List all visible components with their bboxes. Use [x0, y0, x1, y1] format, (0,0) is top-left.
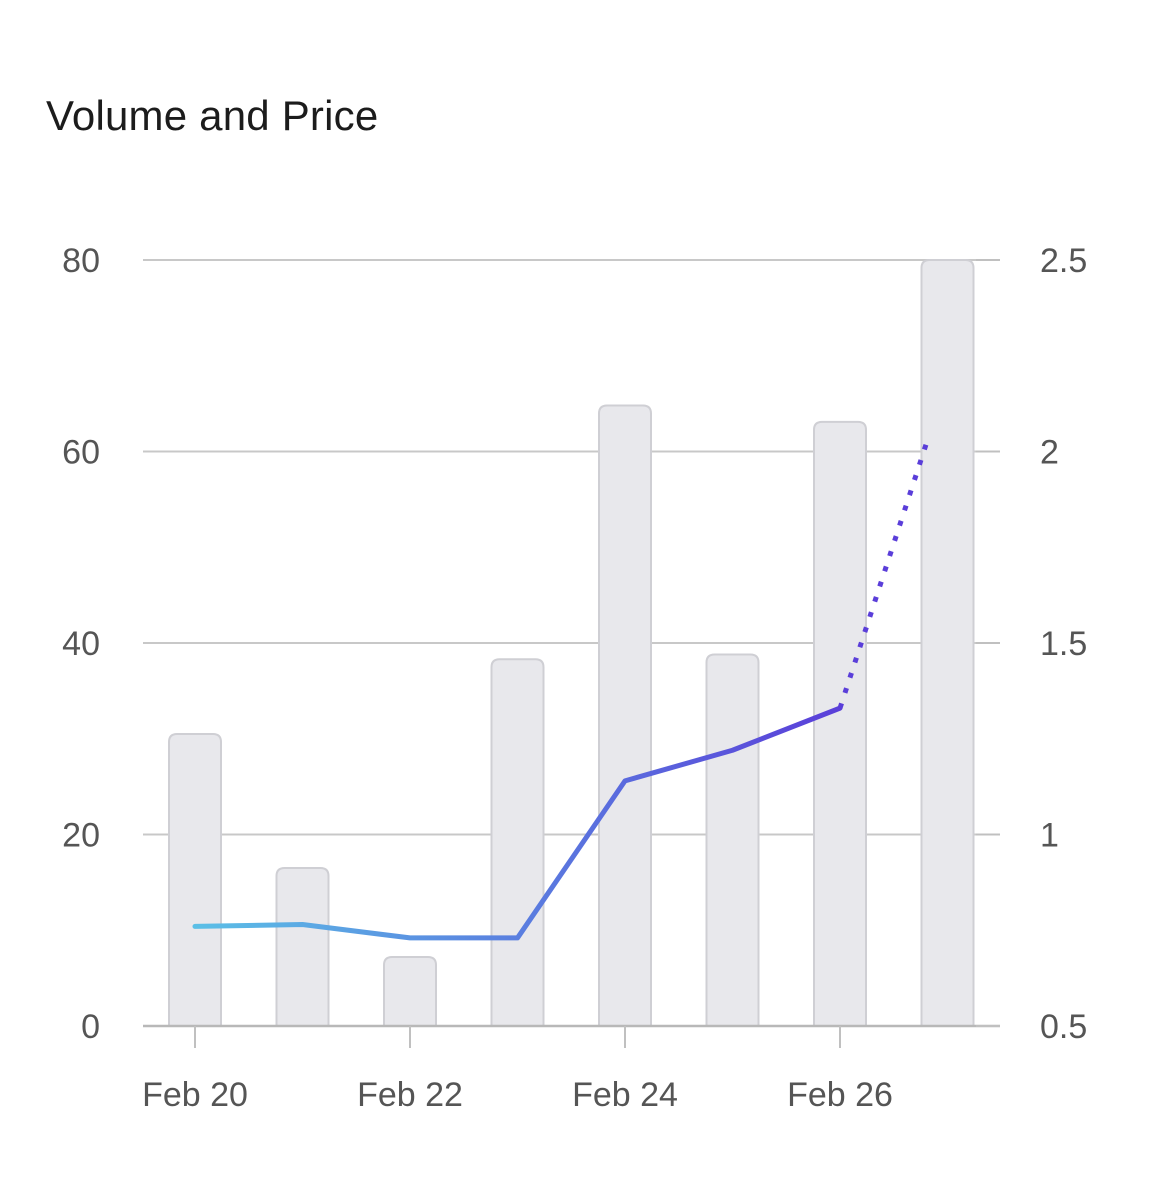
x-tick-label-3: Feb 26: [787, 1076, 893, 1114]
x-axis: [143, 259, 1000, 1048]
chart-title: Volume and Price: [46, 92, 379, 139]
volume-bar-feb-24: [598, 404, 652, 1027]
y-left-tick-label-2: 40: [62, 625, 100, 663]
volume-bar-feb-23: [490, 658, 545, 1027]
volume-bar-feb-21: [275, 867, 330, 1027]
y-left-tick-label-0: 0: [81, 1008, 100, 1046]
y-right-tick-label-0: 0.5: [1040, 1008, 1087, 1046]
volume-bar-feb-25: [705, 653, 760, 1027]
volume-bar-feb-27: [920, 259, 975, 1027]
y-right-tick-label-4: 2.5: [1040, 242, 1087, 280]
y-left-tick-label-4: 80: [62, 242, 100, 280]
y-left-tick-label-3: 60: [62, 434, 100, 472]
y-left-tick-label-1: 20: [62, 817, 100, 855]
grid-lines: [143, 259, 1000, 836]
x-tick-label-0: Feb 20: [142, 1076, 248, 1114]
volume-bar-feb-20: [168, 732, 222, 1027]
y-right-tick-label-1: 1: [1040, 817, 1059, 855]
tick-labels: Feb 20 Feb 22 Feb 24 Feb 26 0 20 40 60 80 0.5 1 1.5…: [62, 242, 1087, 1114]
y-right-tick-label-2: 1.5: [1040, 625, 1087, 663]
price-line-series: [192, 439, 930, 941]
price-line: [192, 705, 843, 941]
y-right-tick-label-3: 2: [1040, 434, 1059, 472]
x-tick-label-1: Feb 22: [357, 1076, 463, 1114]
volume-bar-feb-22: [383, 956, 437, 1027]
volume-bars: [168, 259, 975, 1027]
x-tick-label-2: Feb 24: [572, 1076, 678, 1114]
volume-bar-feb-26: [813, 420, 867, 1027]
